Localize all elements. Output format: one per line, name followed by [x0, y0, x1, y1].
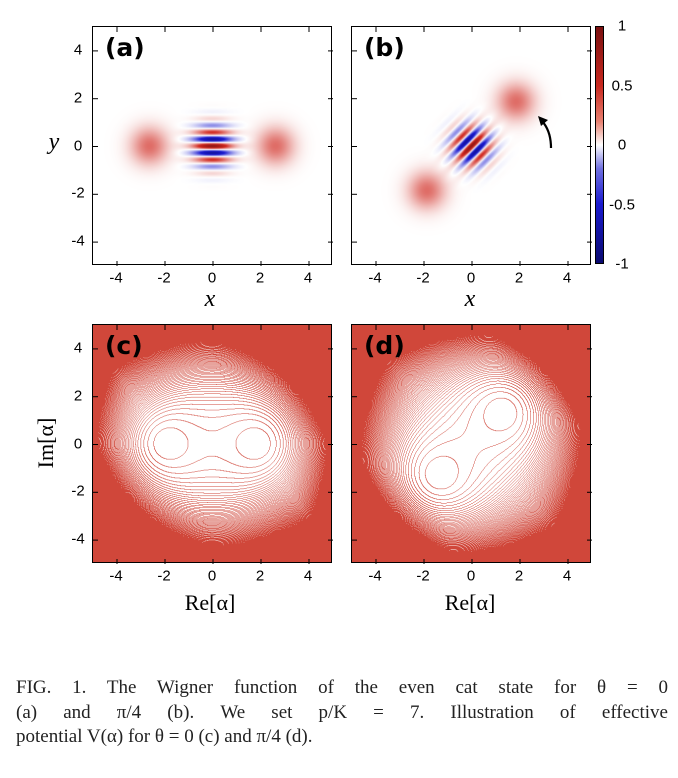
arrow-annotation: [538, 116, 553, 149]
colorbar-tick-label: 0.5: [611, 77, 633, 94]
y-tick-label: 0: [73, 137, 83, 154]
x-tick-label: 2: [255, 567, 265, 585]
colorbar-tick-label: 1: [617, 17, 627, 35]
x-tick-label: -2: [416, 269, 430, 287]
x-tick-label: -4: [109, 567, 123, 585]
tick-marks: [93, 325, 333, 564]
tick-marks: [352, 325, 592, 564]
caption-line-2: (a) and π/4 (b). We set p/K = 7. Illustr…: [16, 701, 668, 723]
x-tick-label: -4: [368, 269, 382, 287]
panel-label-d: (d): [364, 331, 405, 360]
x-tick-label: 4: [303, 567, 313, 585]
y-tick-label: 4: [73, 41, 83, 59]
x-tick-label: 0: [207, 269, 217, 287]
tick-marks: [93, 27, 333, 266]
x-tick-label: -2: [157, 269, 171, 287]
x-tick-label: 4: [303, 269, 313, 287]
x-tick-label: -4: [109, 269, 123, 287]
colorbar-tick-label: -0.5: [609, 196, 635, 213]
arrow-head-icon: [538, 116, 548, 126]
x-tick-label: 0: [207, 567, 217, 585]
x-tick-label: 0: [466, 269, 476, 287]
y-tick-label: -4: [71, 530, 85, 548]
panel-label-b: (b): [364, 33, 405, 62]
potential-panel-c: (c): [92, 324, 333, 564]
x-axis-label-b: x: [464, 286, 476, 312]
panel-label-c: (c): [105, 331, 143, 360]
caption-line-1: FIG. 1. The Wigner function of the even …: [16, 677, 668, 698]
x-axis-label-a: x: [204, 286, 216, 312]
y-tick-label: -4: [71, 232, 85, 250]
x-tick-label: 2: [514, 567, 524, 585]
y-tick-label: 0: [73, 435, 83, 452]
y-axis-label-a: y: [48, 129, 60, 155]
contour-plot-c: [93, 325, 331, 562]
x-tick-label: 2: [514, 269, 524, 287]
y-tick-label: 2: [73, 89, 83, 107]
caption-line-3: potential V(α) for θ = 0 (c) and π/4 (d)…: [16, 726, 313, 747]
y-tick-label: -2: [71, 482, 85, 500]
x-axis-label-d: Re[α]: [444, 590, 496, 615]
y-tick-label: 4: [73, 339, 83, 357]
y-tick-label: -2: [71, 184, 85, 202]
wigner-panel-a: (a): [92, 26, 333, 266]
x-axis-label-c: Re[α]: [184, 590, 236, 615]
wigner-heatmap-a: [93, 27, 331, 264]
tick-marks: [352, 27, 592, 266]
potential-panel-d: (d): [351, 324, 592, 564]
x-tick-label: 0: [466, 567, 476, 585]
x-tick-label: -4: [368, 567, 382, 585]
wigner-panel-b: (b): [351, 26, 592, 266]
colorbar-tick-label: 0: [617, 136, 627, 154]
x-tick-label: -2: [416, 567, 430, 585]
x-tick-label: 4: [562, 567, 572, 585]
y-tick-label: 2: [73, 387, 83, 405]
y-axis-label-c: Im[α]: [33, 417, 58, 469]
x-tick-label: 4: [562, 269, 572, 287]
x-tick-label: 2: [255, 269, 265, 287]
colorbar: [595, 26, 604, 264]
panel-label-a: (a): [105, 33, 145, 62]
x-tick-label: -2: [157, 567, 171, 585]
colorbar-tick-label: -1: [615, 255, 629, 273]
figure-caption: FIG. 1. The Wigner function of the even …: [16, 676, 668, 750]
contour-plot-d: [352, 325, 590, 562]
